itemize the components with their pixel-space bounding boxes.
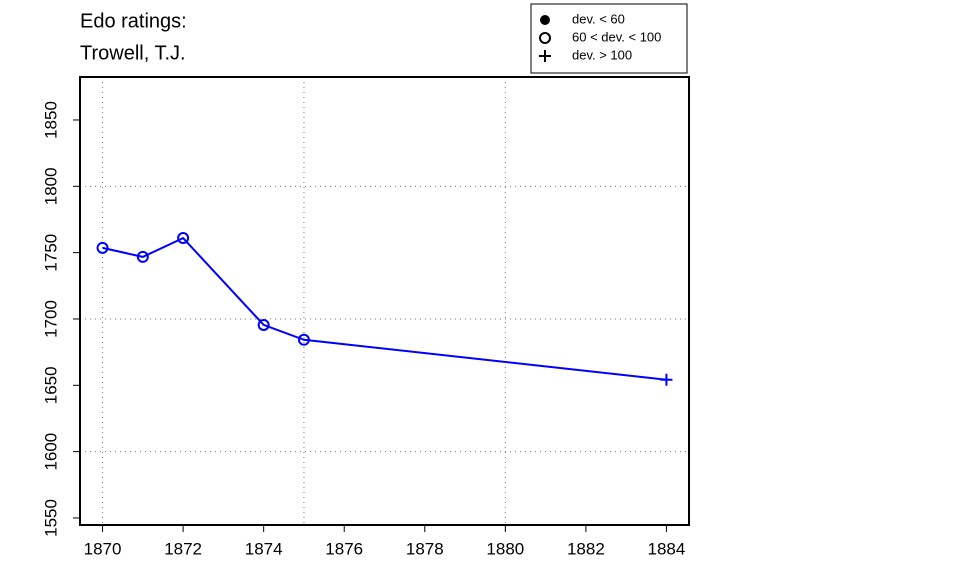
legend-marker xyxy=(539,32,551,44)
y-tick-label: 1550 xyxy=(41,499,60,537)
data-point xyxy=(660,373,673,386)
x-tick-label: 1872 xyxy=(164,539,202,558)
data-point xyxy=(257,318,270,331)
data-point xyxy=(136,250,149,263)
chart-title: Edo ratings: xyxy=(80,10,187,32)
x-tick-label: 1878 xyxy=(406,539,444,558)
y-tick-label: 1600 xyxy=(41,433,60,471)
data-point xyxy=(177,232,190,245)
y-tick-label: 1650 xyxy=(41,366,60,404)
legend-label: 60 < dev. < 100 xyxy=(572,29,661,44)
legend-box xyxy=(530,3,688,74)
legend-marker xyxy=(539,50,551,62)
legend-label: dev. > 100 xyxy=(572,47,632,62)
x-tick-label: 1880 xyxy=(486,539,524,558)
x-tick-label: 1874 xyxy=(245,539,283,558)
legend-marker xyxy=(540,15,550,25)
y-tick-label: 1800 xyxy=(41,167,60,205)
x-tick-label: 1876 xyxy=(325,539,363,558)
series-line xyxy=(102,236,667,381)
x-tick-label: 1882 xyxy=(567,539,605,558)
y-tick-label: 1700 xyxy=(41,300,60,338)
y-tick-label: 1750 xyxy=(41,234,60,272)
x-tick-label: 1870 xyxy=(84,539,122,558)
legend-label: dev. < 60 xyxy=(572,11,625,26)
data-point xyxy=(297,333,310,346)
y-tick-label: 1850 xyxy=(41,101,60,139)
plot-frame xyxy=(79,76,690,526)
chart-subtitle: Trowell, T.J. xyxy=(80,42,186,64)
x-tick-label: 1884 xyxy=(648,539,686,558)
data-point xyxy=(96,241,109,254)
